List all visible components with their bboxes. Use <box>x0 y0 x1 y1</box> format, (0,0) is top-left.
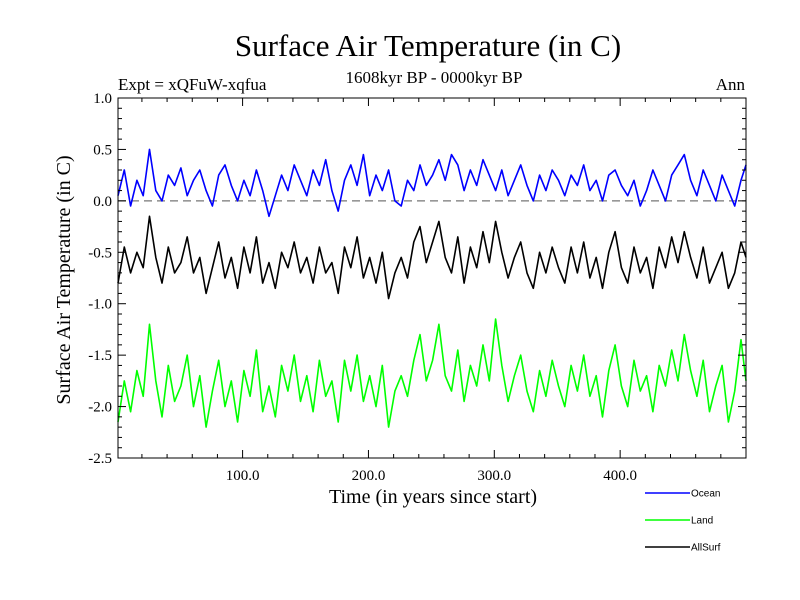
experiment-label: Expt = xQFuW-xqfua <box>118 75 267 94</box>
season-label: Ann <box>716 75 746 94</box>
y-axis-label: Surface Air Temperature (in C) <box>53 155 75 404</box>
series-line-land <box>117 318 747 428</box>
x-tick-label: 100.0 <box>226 468 260 484</box>
chart-title: Surface Air Temperature (in C) <box>235 28 621 63</box>
series-line-ocean <box>117 148 747 218</box>
y-tick-label: 1.0 <box>93 91 112 107</box>
y-tick-label: -0.5 <box>88 245 112 261</box>
y-tick-label: 0.5 <box>93 142 112 158</box>
x-axis-label: Time (in years since start) <box>329 486 537 508</box>
x-tick-label: 300.0 <box>477 468 511 484</box>
y-tick-label: -2.5 <box>88 451 112 467</box>
legend-label-land: Land <box>691 516 713 527</box>
y-tick-label: -1.0 <box>88 297 112 313</box>
x-tick-label: 400.0 <box>603 468 637 484</box>
legend: Ocean Land AllSurf <box>645 489 721 554</box>
x-tick-label: 200.0 <box>352 468 386 484</box>
chart-subtitle: 1608kyr BP - 0000kyr BP <box>346 68 523 87</box>
legend-label-ocean: Ocean <box>691 489 720 500</box>
y-tick-label: 0.0 <box>93 194 112 210</box>
y-tick-label: -2.0 <box>88 400 112 416</box>
series-line-allsurf <box>117 215 747 300</box>
y-tick-label: -1.5 <box>88 348 112 364</box>
legend-label-allsurf: AllSurf <box>691 543 721 554</box>
plot-frame <box>117 97 747 459</box>
